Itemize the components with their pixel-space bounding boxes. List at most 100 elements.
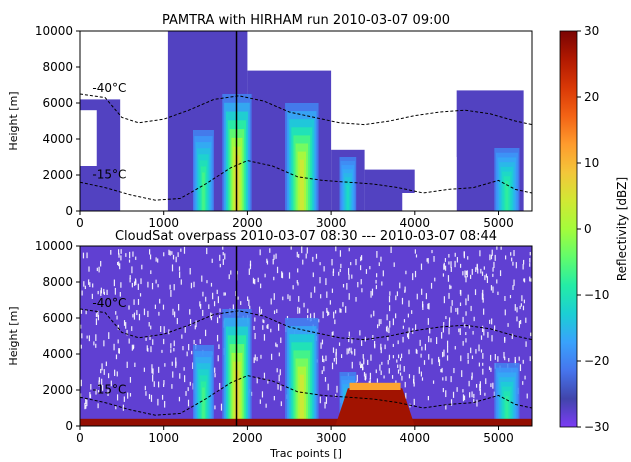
noise-speck (363, 358, 365, 365)
noise-speck (267, 379, 269, 384)
noise-speck (447, 275, 450, 282)
noise-speck (508, 357, 510, 362)
noise-speck (205, 296, 207, 302)
noise-speck (405, 270, 407, 275)
noise-speck (367, 359, 369, 365)
noise-speck (278, 352, 280, 357)
noise-speck (478, 362, 480, 367)
noise-speck (88, 266, 90, 272)
noise-speck (529, 251, 531, 256)
noise-speck (115, 405, 117, 410)
noise-speck (206, 280, 208, 284)
noise-speck (436, 337, 438, 345)
noise-speck (256, 377, 258, 384)
noise-speck (465, 338, 467, 343)
noise-speck (408, 349, 410, 355)
noise-speck (466, 270, 468, 278)
noise-speck (118, 249, 120, 255)
noise-speck (93, 341, 95, 346)
noise-speck (448, 292, 450, 299)
noise-speck (318, 319, 320, 323)
noise-speck (186, 351, 188, 357)
colorbar-tick-label: −20 (584, 354, 609, 368)
noise-speck (103, 291, 106, 295)
noise-speck (131, 266, 133, 274)
noise-speck (443, 264, 445, 270)
noise-speck (450, 376, 452, 383)
noise-speck (400, 353, 403, 359)
noise-speck (184, 375, 186, 383)
noise-speck (192, 362, 194, 369)
noise-speck (388, 327, 390, 334)
noise-speck (125, 253, 127, 257)
noise-speck (101, 363, 103, 371)
noise-speck (176, 318, 178, 325)
noise-speck (376, 378, 379, 383)
echo-column (202, 172, 205, 211)
noise-speck (172, 371, 174, 378)
clear-region (130, 184, 164, 211)
noise-speck (443, 296, 445, 304)
noise-speck (98, 266, 100, 273)
noise-speck (413, 398, 415, 405)
noise-speck (397, 364, 399, 368)
noise-speck (519, 364, 522, 372)
noise-speck (303, 302, 305, 308)
y-tick-label: 8000 (42, 60, 73, 74)
noise-speck (479, 250, 481, 257)
noise-speck (489, 254, 491, 261)
noise-speck (406, 333, 409, 338)
noise-speck (219, 254, 221, 261)
noise-speck (514, 304, 516, 311)
noise-speck (333, 358, 335, 362)
noise-speck (164, 363, 166, 367)
noise-speck (479, 383, 481, 391)
noise-speck (297, 282, 299, 286)
noise-speck (210, 282, 213, 287)
noise-speck (427, 318, 429, 325)
noise-speck (476, 264, 478, 269)
noise-speck (172, 254, 175, 260)
noise-speck (445, 390, 447, 398)
noise-speck (465, 298, 467, 306)
noise-speck (463, 251, 465, 257)
noise-speck (307, 308, 309, 314)
noise-speck (518, 356, 520, 361)
noise-speck (522, 381, 524, 385)
noise-speck (135, 256, 137, 260)
noise-speck (260, 283, 262, 289)
noise-speck (257, 277, 259, 283)
colorbar-tick-label: 20 (584, 90, 599, 104)
noise-speck (155, 257, 157, 262)
y-tick-label: 8000 (42, 275, 73, 289)
noise-speck (319, 396, 321, 404)
x-tick-label: 0 (76, 431, 84, 445)
noise-speck (228, 274, 230, 280)
y-tick-label: 0 (65, 204, 73, 218)
noise-speck (474, 289, 477, 296)
noise-speck (360, 255, 363, 261)
noise-speck (173, 284, 175, 291)
noise-speck (157, 284, 159, 288)
noise-speck (492, 382, 494, 389)
noise-speck (133, 344, 135, 349)
noise-speck (416, 349, 418, 354)
noise-speck (348, 348, 350, 354)
noise-speck (103, 288, 105, 294)
noise-speck (332, 268, 335, 273)
noise-speck (110, 380, 112, 387)
noise-speck (489, 319, 491, 324)
precip-block-top (349, 382, 401, 390)
noise-speck (393, 262, 395, 267)
noise-speck (518, 320, 521, 328)
panel-top-label-minus40: -40°C (92, 81, 126, 95)
noise-speck (446, 346, 449, 353)
noise-speck (180, 279, 182, 285)
noise-speck (335, 246, 337, 252)
noise-speck (129, 251, 131, 259)
noise-speck (101, 378, 103, 386)
noise-speck (359, 330, 361, 336)
noise-speck (280, 401, 282, 407)
noise-speck (219, 308, 221, 313)
